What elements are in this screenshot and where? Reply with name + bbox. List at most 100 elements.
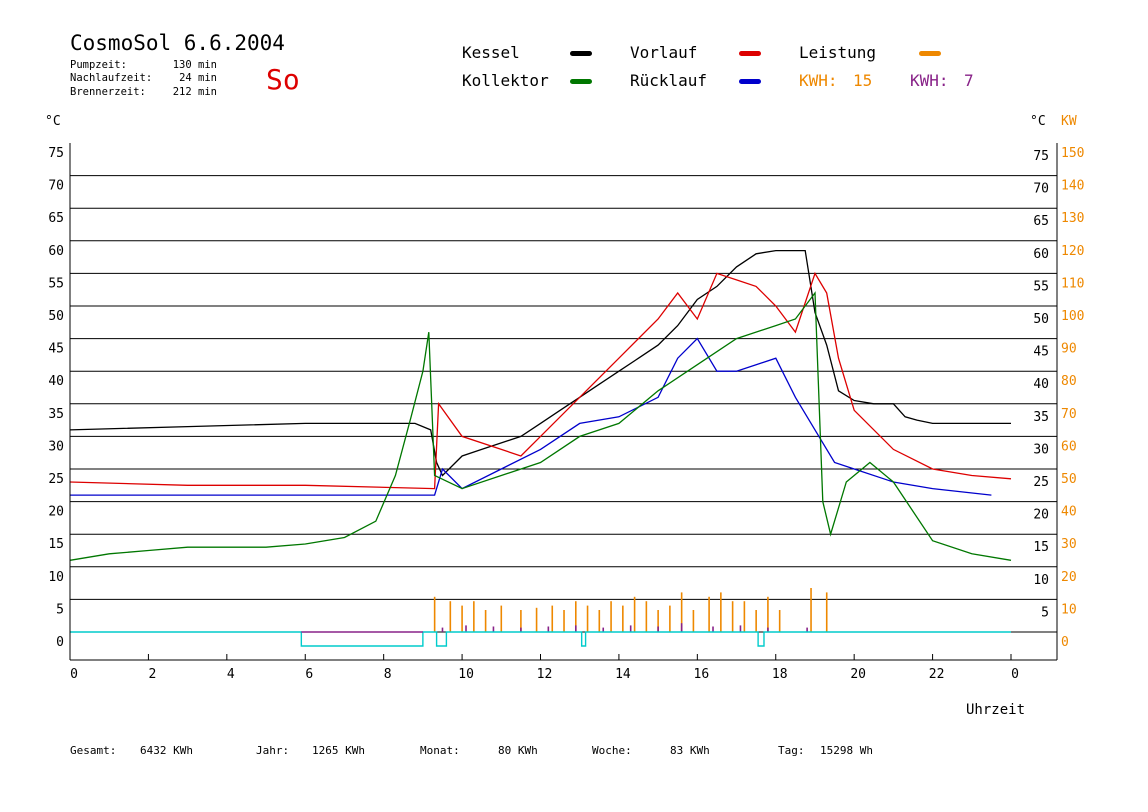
legend-kwh2-label: KWH: [910,71,949,90]
y-tick-right: 70 [1033,182,1049,197]
y-tick-left: 10 [48,570,64,585]
y-tick-kw: 10 [1061,602,1077,617]
footer-gesamt-label: Gesamt: [70,744,116,757]
x-tick-label: 18 [772,667,788,682]
x-axis-label: Uhrzeit [966,702,1025,718]
y-tick-left: 45 [48,342,64,357]
y-tick-kw: 70 [1061,407,1077,422]
burner-time-label: Brennerzeit: [70,86,146,98]
pump-time-value: 130 min [173,59,217,71]
legend-kwh1-label: KWH: [799,71,838,90]
pump-runs [70,631,1011,647]
footer-gesamt-value: 6432 KWh [140,744,193,757]
y-tick-left: 70 [48,179,64,194]
x-tick-label: 2 [149,667,157,682]
y-tick-kw: 50 [1061,472,1077,487]
y-tick-kw: 90 [1061,342,1077,357]
y-tick-right: 50 [1033,312,1049,327]
burner-time-value: 212 min [173,86,217,98]
legend-kwh2-value: 7 [964,71,974,90]
followup-time-value: 24 min [179,72,217,84]
series-lines [69,249,1012,561]
footer-tag-value: 15298 Wh [820,744,873,757]
footer-woche-label: Woche: [592,744,632,757]
pump-run-line [70,631,1011,647]
y-tick-right: 35 [1033,410,1049,425]
axis-ticks: 7570656055504540353025201510507570656055… [48,146,1084,682]
y-tick-left: 30 [48,439,64,454]
x-tick-label: 4 [227,667,235,682]
y-tick-kw: 140 [1061,179,1084,194]
power-bars [433,588,828,632]
y-axis-unit-kw: KW [1061,114,1077,129]
footer-jahr-value: 1265 KWh [312,744,365,757]
y-tick-kw: 120 [1061,244,1084,259]
y-tick-left: 40 [48,374,64,389]
y-tick-right: 20 [1033,508,1049,523]
x-tick-label: 0 [1011,667,1019,682]
x-tick-label: 8 [384,667,392,682]
legend-vorlauf-swatch [739,51,761,56]
series-line-vorlauf [69,271,1012,490]
y-tick-right: 10 [1033,573,1049,588]
y-tick-right: 5 [1041,605,1049,620]
y-tick-kw: 60 [1061,439,1077,454]
legend-leistung-swatch [919,51,941,56]
y-tick-left: 5 [56,602,64,617]
series-line-kollektor [69,291,1012,561]
legend-ruecklauf: Rücklauf [630,71,707,90]
weekday-label: So [266,63,300,96]
y-tick-kw: 80 [1061,374,1077,389]
y-tick-right: 15 [1033,540,1049,555]
y-tick-right: 55 [1033,279,1049,294]
y-tick-right: 65 [1033,214,1049,229]
y-tick-left: 0 [56,635,64,650]
footer-monat-label: Monat: [420,744,460,757]
legend-leistung: Leistung [799,43,876,62]
followup-time-label: Nachlaufzeit: [70,72,152,84]
y-tick-right: 45 [1033,345,1049,360]
x-tick-label: 22 [929,667,945,682]
y-tick-right: 75 [1033,149,1049,164]
y-tick-kw: 30 [1061,537,1077,552]
x-tick-label: 6 [305,667,313,682]
grid-lines [70,175,1057,633]
y-tick-left: 20 [48,505,64,520]
y-axis-unit-left: °C [45,114,61,129]
y-tick-kw: 130 [1061,211,1084,226]
x-tick-label: 0 [70,667,78,682]
y-tick-right: 40 [1033,377,1049,392]
pump-time-label: Pumpzeit: [70,59,127,71]
legend-kollektor-swatch [570,79,592,84]
series-line-kessel [69,249,1011,477]
x-tick-label: 14 [615,667,631,682]
y-tick-right: 25 [1033,475,1049,490]
y-tick-left: 15 [48,537,64,552]
x-tick-label: 16 [694,667,710,682]
y-tick-left: 55 [48,276,64,291]
legend-kollektor: Kollektor [462,71,549,90]
y-tick-left: 65 [48,211,64,226]
x-tick-label: 20 [850,667,866,682]
y-tick-right: 30 [1033,442,1049,457]
y-tick-kw: 20 [1061,570,1077,585]
y-tick-left: 50 [48,309,64,324]
y-tick-kw: 40 [1061,505,1077,520]
y-tick-kw: 150 [1061,146,1084,161]
legend-kessel: Kessel [462,43,520,62]
y-axis-unit-right: °C [1030,114,1046,129]
legend-kwh1-value: 15 [853,71,872,90]
footer-tag-label: Tag: [778,744,805,757]
y-tick-left: 35 [48,407,64,422]
axes [69,143,1058,661]
y-tick-left: 60 [48,244,64,259]
y-tick-kw: 100 [1061,309,1084,324]
footer-woche-value: 83 KWh [670,744,710,757]
x-tick-label: 12 [537,667,553,682]
legend-ruecklauf-swatch [739,79,761,84]
footer-jahr-label: Jahr: [256,744,289,757]
y-tick-kw: 0 [1061,635,1069,650]
y-tick-kw: 110 [1061,276,1084,291]
y-tick-right: 60 [1033,247,1049,262]
